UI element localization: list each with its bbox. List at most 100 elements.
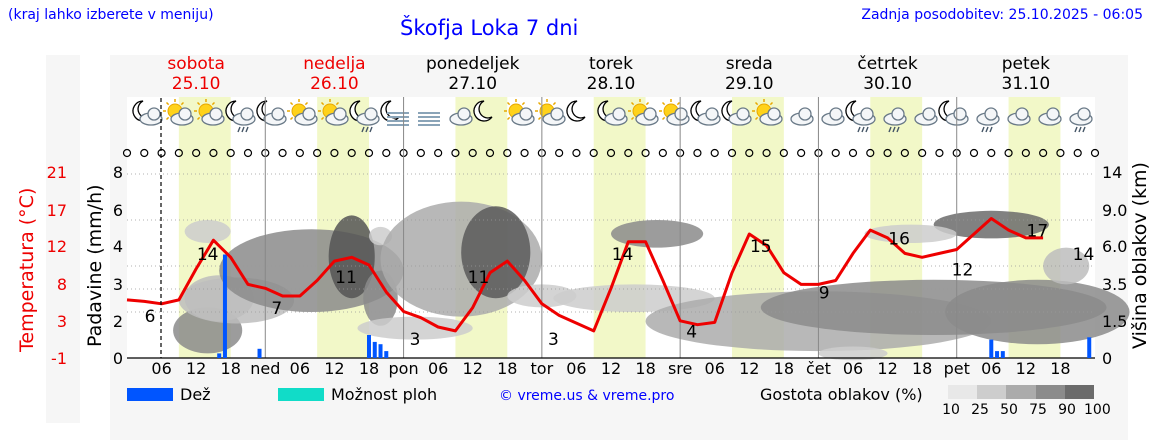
cloud-puff — [209, 107, 223, 121]
rain-drop — [237, 126, 241, 133]
precip-bar — [257, 348, 262, 358]
sun-ray — [754, 101, 759, 106]
rain-drop — [896, 126, 900, 133]
wind-calm-marker — [278, 148, 287, 158]
page-title: Škofja Loka 7 dni — [400, 16, 579, 40]
x-tick-label: 12 — [739, 359, 759, 378]
wind-calm-marker — [520, 148, 529, 158]
wind-calm-marker — [1073, 148, 1082, 158]
rain-drop — [985, 126, 989, 133]
cloud-tick: 9.0 — [1102, 201, 1127, 220]
cloud-puff — [550, 107, 564, 121]
x-tick-label: pon — [389, 359, 419, 378]
wind-calm-marker — [1004, 148, 1013, 158]
moon-cloud-icon — [132, 100, 163, 126]
moon-icon — [473, 100, 493, 122]
wind-calm-marker — [313, 148, 322, 158]
day-name: petek — [1002, 54, 1050, 74]
temperature-labels: 6 14 7 11 3 11 3 14 4 15 9 16 12 17 14 — [145, 222, 1095, 351]
cloud-icon — [790, 107, 814, 126]
cloud-puff — [1015, 107, 1029, 121]
wind-calm-marker — [243, 148, 253, 158]
sun-ray — [289, 116, 294, 121]
cloud-tick: 1.5 — [1102, 312, 1127, 331]
sun-ray — [196, 101, 201, 106]
x-tick-label: 12 — [601, 359, 621, 378]
x-tick-label: 06 — [981, 359, 1001, 378]
x-tick-label: 06 — [566, 359, 586, 378]
cloud-puff — [674, 107, 688, 121]
wind-calm-marker — [762, 148, 771, 158]
x-tick-label: ned — [250, 359, 280, 378]
temperature-tick: 17 — [47, 201, 67, 220]
sun-cloud-icon — [752, 99, 783, 126]
wind-calm-marker — [1039, 148, 1048, 158]
wind-calm-marker — [935, 148, 944, 158]
wind-calm-marker — [727, 148, 737, 158]
sun-ray — [521, 101, 526, 106]
wind-calm-marker — [295, 148, 304, 158]
day-date: 31.10 — [1002, 74, 1051, 94]
wind-calm-marker — [192, 148, 201, 158]
wind-calm-marker — [693, 148, 702, 158]
temperature-label: 16 — [888, 229, 910, 249]
day-name: sreda — [726, 54, 773, 74]
precip-bar — [222, 254, 227, 358]
sun-ray — [537, 116, 542, 121]
cloud-puff — [1046, 107, 1060, 121]
x-tick-label: 12 — [324, 359, 344, 378]
sun-cloud-icon — [659, 99, 690, 126]
temperature-tick: 12 — [47, 237, 67, 256]
x-tick-label: 18 — [497, 359, 517, 378]
wind-calm-marker — [589, 148, 598, 158]
wind-calm-marker — [503, 148, 512, 158]
sun-cloud-icon — [318, 99, 349, 126]
temperature-label: 14 — [197, 245, 219, 265]
cloud-puff — [364, 107, 378, 121]
wind-calm-marker — [1056, 148, 1065, 158]
temperature-tick: 8 — [57, 275, 67, 294]
day-date: 28.10 — [587, 74, 636, 94]
wind-calm-marker — [779, 148, 788, 158]
x-tick-label: 06 — [843, 359, 863, 378]
sun-ray — [304, 101, 309, 106]
day-name: sobota — [167, 54, 225, 74]
day-name: ponedeljek — [426, 54, 520, 74]
temperature-label: 11 — [335, 268, 357, 288]
wind-calm-marker — [1021, 148, 1030, 158]
temperature-line — [126, 217, 1044, 333]
wind-calm-marker — [866, 148, 875, 158]
wind-calm-marker — [797, 148, 806, 158]
sun-cloud-icon — [287, 99, 318, 126]
rain-drop — [1078, 126, 1082, 133]
x-tick-label: 12 — [877, 359, 897, 378]
cloud-blob — [357, 316, 473, 340]
rain-drop — [361, 126, 365, 133]
moon-cloud-rain-icon — [225, 100, 256, 133]
cloud-puff — [860, 107, 874, 121]
location-hint[interactable]: (kraj lahko izberete v meniju) — [8, 7, 214, 23]
sun-ray — [676, 101, 681, 106]
wind-calm-marker — [382, 148, 391, 158]
temperature-tick: -1 — [51, 349, 67, 368]
sun-ray — [630, 101, 635, 106]
cloud-puff — [519, 107, 533, 121]
x-tick-label: 18 — [359, 359, 379, 378]
wind-calm-marker — [485, 148, 495, 158]
cloud-icon — [449, 107, 473, 126]
density-legend-title: Gostota oblakov (%) — [760, 385, 923, 404]
cloud-icon — [1038, 107, 1062, 126]
sun-cloud-icon — [535, 99, 566, 126]
density-label: 50 — [1000, 402, 1018, 418]
temperature-label: 3 — [548, 330, 559, 350]
wind-calm-marker — [987, 148, 996, 158]
x-tick-label: 18 — [912, 359, 932, 378]
cloud-puff — [643, 107, 657, 121]
precip-bar — [367, 335, 371, 358]
fog-icon — [418, 112, 440, 126]
wind-calm-marker — [1090, 148, 1100, 158]
precip-bar — [217, 353, 222, 358]
moon-cloud-icon — [690, 100, 721, 126]
credit-link[interactable]: © vreme.us & vreme.pro — [499, 388, 675, 404]
